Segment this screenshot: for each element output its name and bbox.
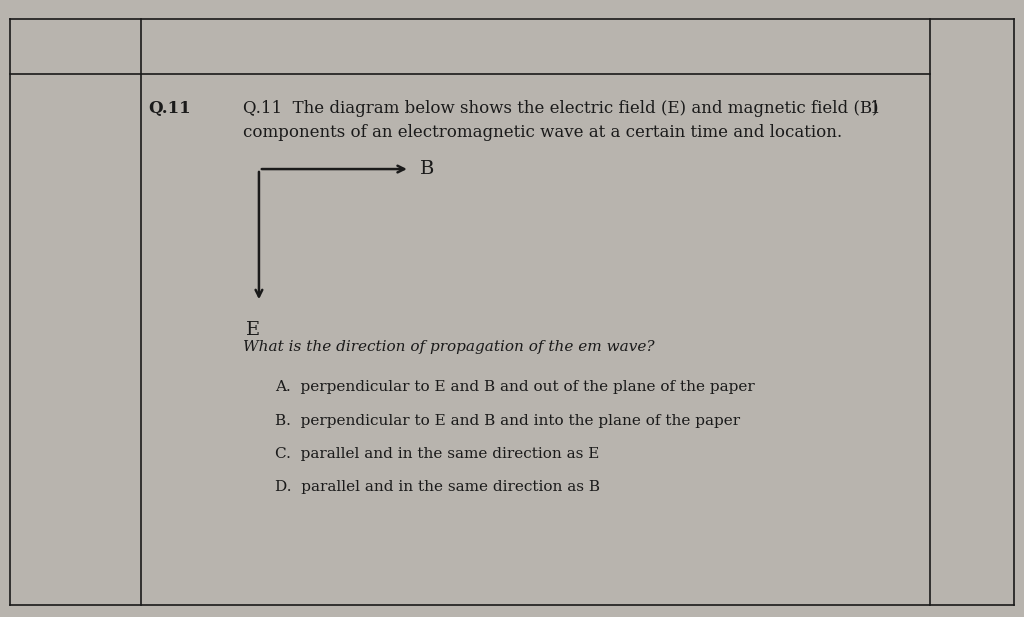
Text: Q.11  The diagram below shows the electric field (E) and magnetic field (B): Q.11 The diagram below shows the electri… xyxy=(243,100,879,117)
Text: E: E xyxy=(246,321,259,339)
Text: Q.11: Q.11 xyxy=(147,100,190,117)
Text: components of an electromagnetic wave at a certain time and location.: components of an electromagnetic wave at… xyxy=(243,124,842,141)
Text: B.  perpendicular to E and B and into the plane of the paper: B. perpendicular to E and B and into the… xyxy=(274,414,740,428)
Text: D.  parallel and in the same direction as B: D. parallel and in the same direction as… xyxy=(274,480,600,494)
Text: B: B xyxy=(420,160,434,178)
Text: C.  parallel and in the same direction as E: C. parallel and in the same direction as… xyxy=(274,447,599,461)
Text: A.  perpendicular to E and B and out of the plane of the paper: A. perpendicular to E and B and out of t… xyxy=(274,381,755,394)
Text: What is the direction of propagation of the em wave?: What is the direction of propagation of … xyxy=(243,340,654,354)
Text: 1: 1 xyxy=(870,100,881,117)
